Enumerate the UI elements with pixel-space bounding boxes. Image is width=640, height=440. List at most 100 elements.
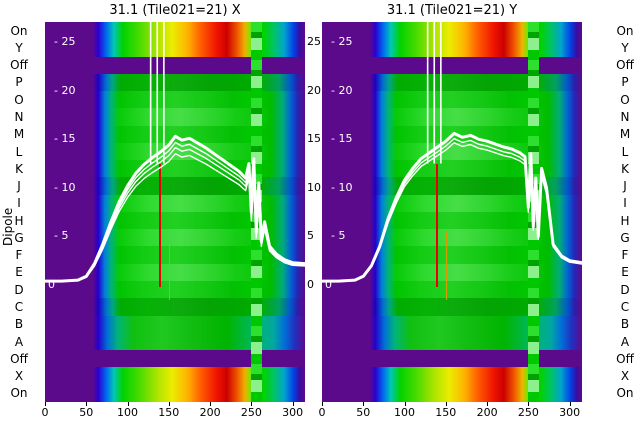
x-tick-label: 50 bbox=[356, 406, 371, 419]
y-tick-inner-label: 0 bbox=[325, 278, 332, 291]
x-tick-mark bbox=[445, 402, 447, 406]
x-tick-mark bbox=[528, 402, 530, 406]
white-dipole-curves bbox=[322, 22, 582, 283]
x-tick-mark bbox=[210, 402, 212, 406]
y-tick-label-right: 25 bbox=[307, 35, 321, 49]
red-marker-line bbox=[435, 163, 438, 287]
dipole-row-label: O bbox=[14, 92, 24, 107]
dipole-row-label: L bbox=[15, 144, 23, 159]
y-tick-inner-label: - 15 bbox=[54, 132, 76, 146]
y-tick-inner-label: - 10 bbox=[331, 180, 353, 194]
dipole-row-label: J bbox=[623, 179, 627, 194]
heatmap-row-e bbox=[322, 263, 582, 281]
heatmap-row-on bbox=[322, 384, 582, 402]
orange-marker-line bbox=[168, 230, 171, 300]
y-tick-inner-label: - 10 bbox=[54, 180, 76, 194]
x-tick-label: 0 bbox=[41, 406, 49, 419]
heatmap-row-p bbox=[322, 73, 582, 92]
x-tick-label: 150 bbox=[158, 406, 180, 419]
heatmap-row-on bbox=[45, 22, 305, 40]
heatmap-row-d bbox=[45, 280, 305, 299]
x-tick-marks-panel-x bbox=[45, 402, 305, 406]
x-tick-mark bbox=[569, 402, 571, 406]
dipole-row-label: N bbox=[620, 109, 630, 124]
heatmap-row-c bbox=[45, 298, 305, 316]
y-tick-label-right: 0 bbox=[307, 278, 314, 291]
x-tick-labels-panel-y: 0 50 100 150 200 250 300 bbox=[319, 406, 582, 420]
heatmap-row-l bbox=[45, 142, 305, 161]
dipole-labels-right: On Y Off P O N M L K J I H G F E D C B A Off X On bbox=[610, 22, 640, 402]
heatmap-row-n bbox=[45, 108, 305, 126]
y-tick-label-right: 10 bbox=[307, 180, 321, 194]
dipole-row-label: X bbox=[620, 369, 630, 384]
dipole-row-label: B bbox=[14, 317, 24, 332]
dipole-row-label: I bbox=[623, 196, 627, 211]
panel-y-title: 31.1 (Tile021=21) Y bbox=[386, 3, 518, 18]
dipole-row-label: C bbox=[620, 299, 630, 314]
x-tick-mark bbox=[404, 402, 406, 406]
y-tick-label-right: 15 bbox=[307, 132, 321, 146]
dipole-row-label: On bbox=[10, 386, 28, 401]
dipole-row-label: F bbox=[15, 248, 23, 263]
y-tick-inner-label: 0 bbox=[48, 278, 55, 291]
y-tick-inner-label: - 20 bbox=[331, 83, 353, 97]
white-dipole-curves bbox=[45, 22, 305, 283]
heatmap-row-y bbox=[45, 39, 305, 57]
x-tick-label: 250 bbox=[517, 406, 539, 419]
heatmap-row-g bbox=[322, 229, 582, 247]
heatmap-row-i bbox=[45, 194, 305, 212]
dipole-row-label: O bbox=[620, 92, 630, 107]
dipole-row-label: Y bbox=[621, 40, 629, 55]
heatmap-row-f bbox=[322, 246, 582, 264]
dipole-response-curve bbox=[45, 152, 305, 283]
x-tick-mark bbox=[168, 402, 170, 406]
dipole-row-label: C bbox=[14, 299, 24, 314]
y-tick-inner-label: - 25 bbox=[54, 35, 76, 49]
dipole-response-curve bbox=[322, 142, 582, 283]
red-marker-line bbox=[158, 163, 161, 287]
dipole-row-label: Off bbox=[10, 351, 28, 366]
x-tick-mark bbox=[487, 402, 489, 406]
heatmap-row-y bbox=[322, 39, 582, 57]
heatmap-row-a bbox=[45, 332, 305, 351]
x-tick-label: 50 bbox=[79, 406, 94, 419]
heatmap-row-off bbox=[45, 56, 305, 74]
heatmap-row-c bbox=[322, 298, 582, 316]
dipole-row-label: Off bbox=[10, 58, 28, 73]
heatmap-row-d bbox=[322, 280, 582, 299]
x-tick-labels-panel-x: 0 50 100 150 200 250 300 bbox=[41, 406, 305, 420]
x-tick-label: 200 bbox=[199, 406, 221, 419]
dipole-row-label: N bbox=[14, 109, 24, 124]
dipole-row-label: Off bbox=[616, 351, 634, 366]
heatmap-row-o bbox=[322, 91, 582, 109]
dipole-row-label: B bbox=[620, 317, 630, 332]
dipole-row-label: E bbox=[621, 265, 629, 280]
x-tick-label: 300 bbox=[282, 406, 304, 419]
heatmap-panel-x: - 25 - 20 - 15 - 10 - 5 0 bbox=[45, 22, 305, 402]
dipole-row-label: D bbox=[620, 282, 630, 297]
heatmap-row-off bbox=[45, 350, 305, 368]
heatmap-row-f bbox=[45, 246, 305, 264]
y-tick-label-right: 5 bbox=[307, 229, 314, 243]
x-tick-mark bbox=[127, 402, 129, 406]
x-tick-label: 300 bbox=[559, 406, 581, 419]
y-tick-inner-label: - 5 bbox=[54, 229, 69, 243]
dipole-row-label: H bbox=[620, 213, 630, 228]
y-tick-inner-label: - 5 bbox=[331, 229, 346, 243]
dipole-response-curve bbox=[45, 141, 305, 282]
heatmap-row-g bbox=[45, 229, 305, 247]
dipole-row-label: K bbox=[15, 161, 23, 176]
panel-x-title: 31.1 (Tile021=21) X bbox=[109, 3, 241, 18]
dipole-row-label: I bbox=[17, 196, 21, 211]
x-tick-mark bbox=[86, 402, 88, 406]
dipole-row-label: F bbox=[621, 248, 629, 263]
dipole-row-label: L bbox=[621, 144, 629, 159]
x-tick-mark bbox=[363, 402, 365, 406]
y-tick-labels-right-of-panel-x: 25 20 15 10 5 0 bbox=[307, 22, 331, 402]
dipole-row-label: E bbox=[15, 265, 23, 280]
heatmap-panel-y: - 25 - 20 - 15 - 10 - 5 0 bbox=[322, 22, 582, 402]
heatmap-row-off bbox=[322, 56, 582, 74]
x-tick-label: 100 bbox=[394, 406, 416, 419]
dipole-row-label: On bbox=[10, 23, 28, 38]
